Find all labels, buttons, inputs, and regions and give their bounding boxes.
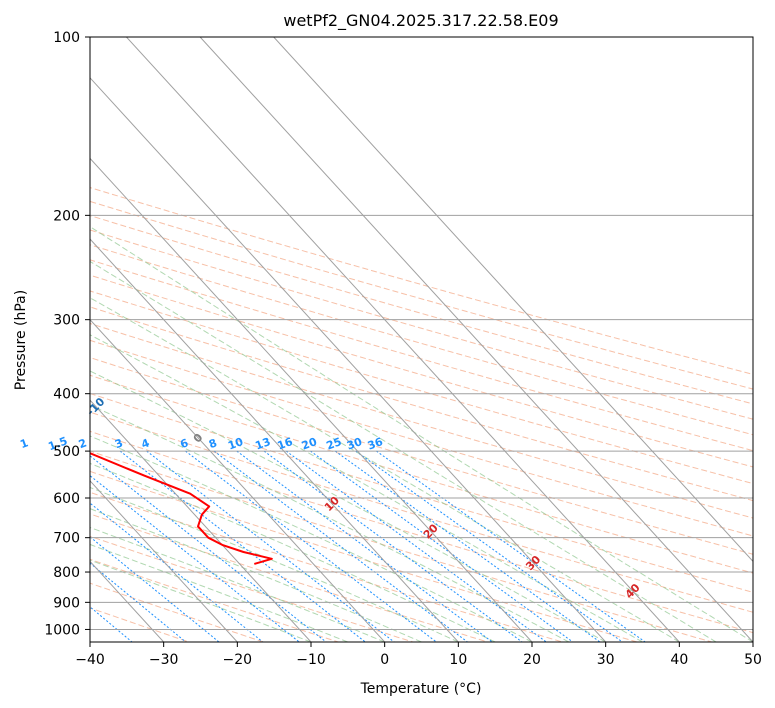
mixing-ratio-label: 36 — [366, 435, 385, 453]
mixing-ratio-line — [146, 450, 395, 642]
mixing-ratio-line — [376, 450, 646, 642]
dry-adiabat — [90, 582, 264, 642]
x-tick-label: 40 — [670, 652, 688, 668]
dry-adiabat — [90, 411, 753, 613]
mixing-ratio-label: 25 — [325, 435, 344, 452]
dry-adiabat — [90, 259, 753, 452]
dry-adiabat — [90, 450, 712, 642]
y-tick-label: 600 — [53, 491, 80, 507]
moist-adiabat — [90, 260, 717, 642]
moist-adiabat — [90, 526, 385, 642]
x-tick-label: 50 — [744, 652, 762, 668]
mixing-ratio-label: 8 — [207, 436, 219, 451]
isotherm-line — [90, 399, 312, 642]
y-tick-label: 900 — [53, 595, 80, 611]
mixing-ratio-line — [213, 450, 468, 642]
isotherm-line — [126, 37, 680, 642]
temperature-profile-line — [90, 452, 273, 565]
x-tick-label: 30 — [597, 652, 615, 668]
moist-adiabat — [90, 486, 459, 642]
mixing-ratio-line — [185, 450, 437, 642]
mixing-ratio-label: 10 — [226, 435, 245, 453]
moist-adiabat — [90, 370, 606, 642]
y-axis-label: Pressure (hPa) — [13, 290, 29, 390]
mixing-ratio-label: 30 — [345, 435, 364, 453]
dry-adiabat — [90, 187, 753, 375]
isotherm-line — [90, 157, 533, 642]
x-tick-label: 0 — [380, 652, 389, 668]
chart-title: wetPf2_GN04.2025.317.22.58.E09 — [283, 11, 558, 31]
dry-adiabat — [90, 374, 753, 574]
moist-adiabat — [90, 334, 643, 642]
dry-adiabat — [90, 229, 753, 420]
moist-adiabat — [90, 543, 348, 642]
moist-adiabat — [90, 508, 422, 642]
x-tick-label: 10 — [449, 652, 467, 668]
dry-adiabat — [90, 470, 638, 642]
mixing-ratio-label: 6 — [179, 436, 191, 451]
mixing-ratio-label: 2 — [77, 436, 89, 451]
isotherm-line — [199, 37, 753, 642]
mixing-ratio-line — [263, 450, 523, 642]
mixing-ratio-label: 4 — [140, 436, 152, 451]
dry-adiabat — [90, 339, 753, 537]
y-tick-label: 200 — [53, 208, 80, 224]
dry-adiabat — [90, 200, 753, 390]
x-axis-label: Temperature (°C) — [360, 681, 482, 697]
isotherm-line — [90, 480, 238, 642]
isotherm-line — [273, 37, 753, 563]
mixing-ratio-label: 16 — [276, 435, 295, 453]
y-tick-label: 100 — [53, 30, 80, 46]
x-tick-label: −40 — [75, 652, 105, 668]
mixing-ratio-line — [355, 450, 623, 642]
isotherm-line — [90, 318, 386, 642]
y-tick-label: 400 — [53, 387, 80, 403]
x-tick-label: 20 — [523, 652, 541, 668]
y-tick-label: 300 — [53, 313, 80, 329]
mixing-ratio-label: 1.5 — [46, 434, 69, 453]
x-tick-label: −20 — [223, 652, 253, 668]
mixing-ratio-line — [90, 455, 327, 642]
moist-adiabat — [90, 297, 680, 642]
dry-adiabat — [90, 357, 753, 555]
dry-adiabat — [90, 430, 753, 634]
mixing-ratio-label: 1 — [18, 436, 30, 451]
moist-adiabat — [90, 462, 496, 642]
y-tick-label: 800 — [53, 565, 80, 581]
mixing-ratio-label: 20 — [300, 435, 319, 453]
plot-frame — [89, 36, 754, 643]
moist-adiabat — [90, 404, 570, 642]
y-tick-label: 500 — [53, 444, 80, 460]
dry-adiabat — [90, 244, 753, 436]
moist-adiabat — [90, 435, 533, 642]
mixing-ratio-label: 13 — [254, 435, 273, 452]
x-tick-label: −10 — [296, 652, 326, 668]
y-tick-label: 700 — [53, 531, 80, 547]
isotherm-line — [90, 238, 459, 642]
mixing-ratio-line — [90, 475, 300, 642]
mixing-ratio-line — [90, 502, 264, 642]
y-tick-label: 1000 — [44, 622, 80, 638]
mixing-ratio-line — [236, 450, 493, 642]
x-tick-label: −30 — [149, 652, 179, 668]
dry-adiabat — [90, 513, 488, 642]
dry-adiabat — [90, 322, 753, 519]
moist-adiabat — [90, 226, 753, 642]
isotherm-line — [90, 77, 607, 642]
mixing-ratio-label: 3 — [113, 436, 125, 451]
